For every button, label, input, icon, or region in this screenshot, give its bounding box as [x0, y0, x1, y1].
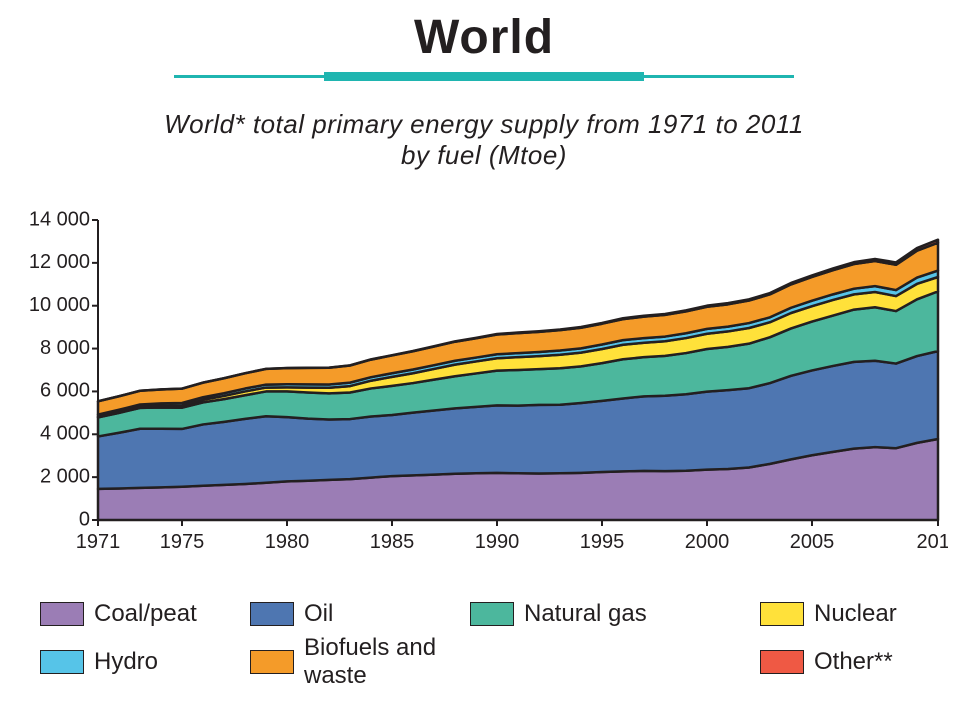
x-tick-label: 1975 [160, 531, 205, 553]
legend-swatch-coal [40, 602, 84, 626]
legend-item-other: Other** [760, 634, 940, 690]
page-title: World [0, 10, 968, 65]
legend-label: Nuclear [814, 600, 897, 628]
chart-svg: 0 2 000 4 000 6 000 8 000 10 000 12 000 14 000 1… [20, 210, 948, 560]
y-tick-label: 2 000 [40, 465, 90, 487]
legend-item-hydro: Hydro [40, 634, 250, 690]
title-rule-thick [324, 72, 644, 81]
y-tick-label: 14 000 [29, 210, 90, 230]
y-tick-label: 12 000 [29, 251, 90, 273]
y-tick-label: 6 000 [40, 380, 90, 402]
legend-item-coal: Coal/peat [40, 600, 250, 628]
title-block: World World* total primary energy supply… [0, 0, 968, 171]
legend-swatch-bio [250, 650, 294, 674]
legend-swatch-nuclear [760, 602, 804, 626]
legend-row: Hydro Biofuels and waste Other** [40, 634, 940, 690]
legend-item-gas: Natural gas [470, 600, 760, 628]
title-rule [174, 69, 794, 83]
legend-swatch-oil [250, 602, 294, 626]
legend-label: Hydro [94, 648, 158, 676]
x-tick-label: 2011 [916, 531, 948, 553]
y-tick-label: 0 [79, 508, 90, 530]
y-tick-label: 10 000 [29, 294, 90, 316]
legend-item-nuclear: Nuclear [760, 600, 940, 628]
x-tick-label: 1985 [370, 531, 415, 553]
legend-label: Biofuels and waste [304, 634, 470, 690]
subtitle-line1: World* total primary energy supply from … [164, 109, 804, 139]
legend-swatch-other [760, 650, 804, 674]
x-tick-label: 1980 [265, 531, 310, 553]
legend-swatch-gas [470, 602, 514, 626]
x-tick-label: 2000 [685, 531, 730, 553]
chart: 0 2 000 4 000 6 000 8 000 10 000 12 000 14 000 1… [20, 210, 948, 560]
x-tick-label: 1995 [580, 531, 625, 553]
legend-item-bio: Biofuels and waste [250, 634, 470, 690]
subtitle: World* total primary energy supply from … [0, 109, 968, 171]
y-tick-label: 8 000 [40, 337, 90, 359]
legend-row: Coal/peat Oil Natural gas Nuclear [40, 600, 940, 628]
legend-label: Other** [814, 648, 893, 676]
page: World World* total primary energy supply… [0, 0, 968, 725]
legend-label: Natural gas [524, 600, 647, 628]
y-tick-label: 4 000 [40, 423, 90, 445]
x-tick-label: 2005 [790, 531, 835, 553]
legend-swatch-hydro [40, 650, 84, 674]
x-tick-label: 1971 [76, 531, 121, 553]
legend-empty [470, 634, 760, 690]
legend-label: Oil [304, 600, 333, 628]
subtitle-line2: by fuel (Mtoe) [401, 140, 567, 170]
legend-item-oil: Oil [250, 600, 470, 628]
legend-label: Coal/peat [94, 600, 197, 628]
x-tick-label: 1990 [475, 531, 520, 553]
legend: Coal/peat Oil Natural gas Nuclear Hydro Biofu… [40, 600, 940, 696]
